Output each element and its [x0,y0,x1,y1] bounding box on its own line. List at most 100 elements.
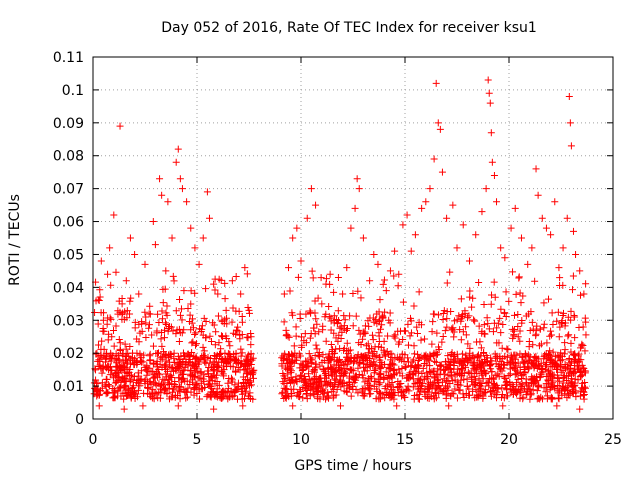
data-point [145,321,153,329]
data-point [232,356,240,364]
data-point [308,356,316,364]
data-point [449,390,457,398]
data-point [153,327,161,335]
data-point [422,198,430,206]
data-point [98,379,106,387]
data-point [485,325,493,333]
data-point [175,387,183,395]
data-point [142,334,150,342]
data-point [107,315,115,323]
data-point [201,358,209,366]
data-point [517,299,525,307]
data-point [398,372,406,380]
data-point [389,383,397,391]
data-point [372,361,380,369]
data-point [434,311,442,319]
data-point [170,367,178,375]
data-point [199,352,207,360]
data-point [208,384,216,392]
data-point [302,382,310,390]
data-point [469,387,477,395]
data-point [326,270,334,278]
data-point [313,345,321,353]
y-tick-label: 0.03 [53,313,84,329]
data-point [148,389,156,397]
data-point [225,374,233,382]
data-point [220,372,228,380]
data-point [280,384,288,392]
data-point [375,393,383,401]
data-point [575,324,583,332]
data-point [123,314,131,322]
data-point [227,362,235,370]
data-point [351,376,359,384]
data-point [425,394,433,402]
data-point [567,142,575,150]
data-point [517,234,525,242]
data-point [412,369,420,377]
data-point [459,390,467,398]
data-point [380,276,388,284]
data-point [228,277,236,285]
data-point [305,350,313,358]
data-point [152,349,160,357]
data-point [355,185,363,193]
data-point [459,221,467,229]
data-point [118,300,126,308]
data-point [424,373,432,381]
data-point [477,344,485,352]
data-point [533,395,541,403]
data-point [116,339,124,347]
data-point [386,364,394,372]
data-point [165,395,173,403]
data-point [238,330,246,338]
y-tick-label: 0.05 [53,247,84,263]
data-point [222,332,230,340]
data-point [377,343,385,351]
data-point [415,395,423,403]
data-point [547,231,555,239]
data-point [242,387,250,395]
data-point [532,352,540,360]
data-point [159,315,167,323]
data-point [349,385,357,393]
data-point [509,364,517,372]
data-point [357,294,365,302]
y-tick-label: 0.04 [53,280,84,296]
data-point [121,378,129,386]
data-point [385,391,393,399]
data-point [237,360,245,368]
data-point [110,393,118,401]
data-point [314,351,322,359]
data-point [439,388,447,396]
data-point [129,376,137,384]
data-point [581,384,589,392]
data-point [489,387,497,395]
data-point [370,318,378,326]
data-point [149,374,157,382]
data-point [206,332,214,340]
data-point [225,338,233,346]
data-point [234,379,242,387]
data-point [203,393,211,401]
data-point [241,365,249,373]
data-point [202,317,210,325]
data-point [536,373,544,381]
data-point [237,352,245,360]
data-point [115,335,123,343]
data-point [201,383,209,391]
data-point [430,310,438,318]
data-point [547,327,555,335]
data-point [502,288,510,296]
data-point [349,290,357,298]
data-point [366,277,374,285]
data-point [178,375,186,383]
data-point [524,385,532,393]
data-point [102,375,110,383]
data-point [431,357,439,365]
x-tick-label: 10 [292,432,310,448]
data-point [491,293,499,301]
data-point [374,260,382,268]
data-point [397,389,405,397]
data-point [232,307,240,315]
